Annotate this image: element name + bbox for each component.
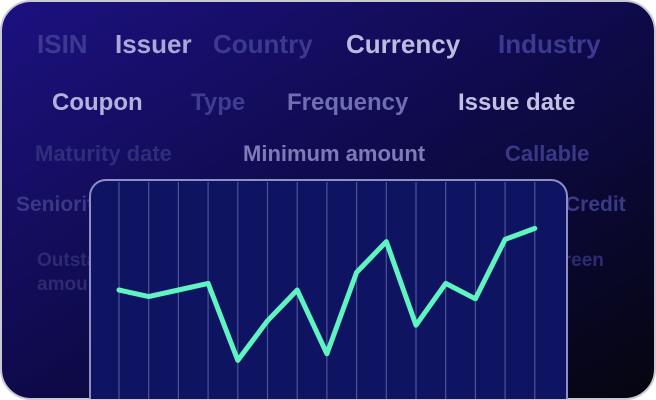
tag: Issuer (115, 29, 192, 59)
line (116, 225, 538, 363)
tag: Type (191, 89, 245, 116)
tag: ISIN (37, 29, 88, 59)
tag: Callable (505, 141, 589, 166)
tag: Frequency (287, 89, 409, 116)
tag: Seniority (16, 193, 106, 216)
tag: Issue date (458, 89, 575, 116)
content: ISIN Issuer Country Currency Industry Coupon T… (16, 29, 626, 399)
tag: Credit (565, 193, 626, 216)
chart-panel (89, 179, 568, 399)
tag: Currency (346, 29, 461, 59)
tag: Maturity date (35, 141, 172, 166)
tag: amount (37, 274, 106, 295)
tag: Coupon (52, 89, 143, 116)
tag: Industry (498, 29, 601, 59)
tag: Minimum amount (243, 141, 426, 166)
tag-cloud: ISIN Issuer Country Currency Industry Coupon T… (16, 29, 626, 295)
chart (116, 182, 538, 399)
tag: Country (213, 29, 313, 59)
